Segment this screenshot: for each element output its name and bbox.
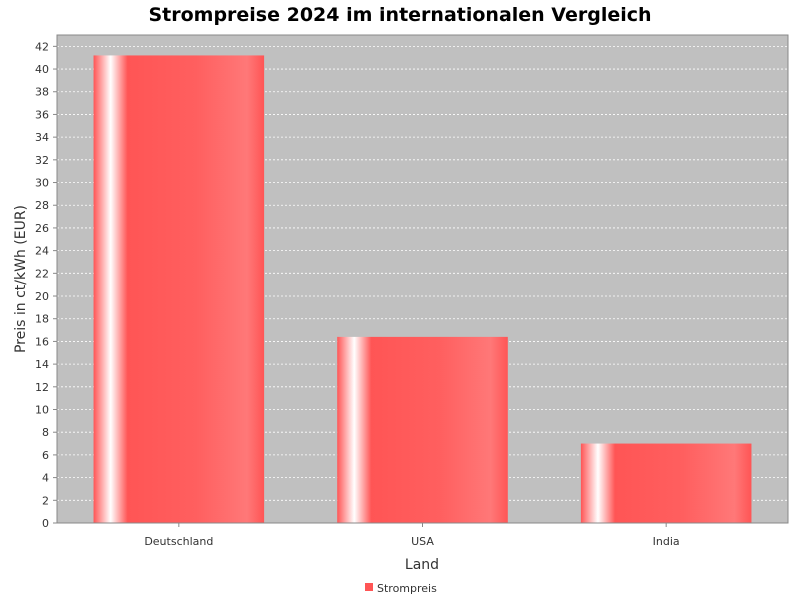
y-tick-label: 32 — [35, 154, 49, 167]
y-tick-label: 34 — [35, 131, 49, 144]
bars — [93, 55, 752, 523]
chart-title: Strompreise 2024 im internationalen Verg… — [148, 4, 651, 26]
bar-usa — [337, 336, 508, 523]
y-tick-label: 40 — [35, 63, 49, 76]
x-axis-ticks: Deutschland USA India — [144, 523, 680, 548]
y-tick-label: 12 — [35, 381, 49, 394]
legend: Strompreis — [365, 582, 437, 595]
y-tick-label: 38 — [35, 86, 49, 99]
y-tick-label: 36 — [35, 108, 49, 121]
x-axis-label: Land — [405, 557, 439, 573]
y-tick-label: 10 — [35, 404, 49, 417]
y-tick-label: 22 — [35, 267, 49, 280]
x-tick-label: USA — [411, 535, 434, 548]
bar-deutschland — [93, 55, 265, 523]
x-tick-label: Deutschland — [144, 535, 213, 548]
bar-india — [580, 443, 752, 523]
y-tick-label: 28 — [35, 199, 49, 212]
y-tick-label: 18 — [35, 313, 49, 326]
y-tick-label: 0 — [42, 517, 49, 530]
y-tick-label: 8 — [42, 426, 49, 439]
y-tick-label: 4 — [42, 472, 49, 485]
y-tick-label: 16 — [35, 335, 49, 348]
y-tick-label: 42 — [35, 40, 49, 53]
y-tick-label: 26 — [35, 222, 49, 235]
y-tick-label: 24 — [35, 245, 49, 258]
legend-label: Strompreis — [377, 582, 437, 595]
y-tick-label: 2 — [42, 494, 49, 507]
y-tick-label: 30 — [35, 177, 49, 190]
y-tick-label: 6 — [42, 449, 49, 462]
y-tick-label: 20 — [35, 290, 49, 303]
legend-swatch — [365, 583, 373, 591]
y-tick-label: 14 — [35, 358, 49, 371]
y-axis-label: Preis in ct/kWh (EUR) — [13, 205, 29, 353]
x-tick-label: India — [653, 535, 680, 548]
